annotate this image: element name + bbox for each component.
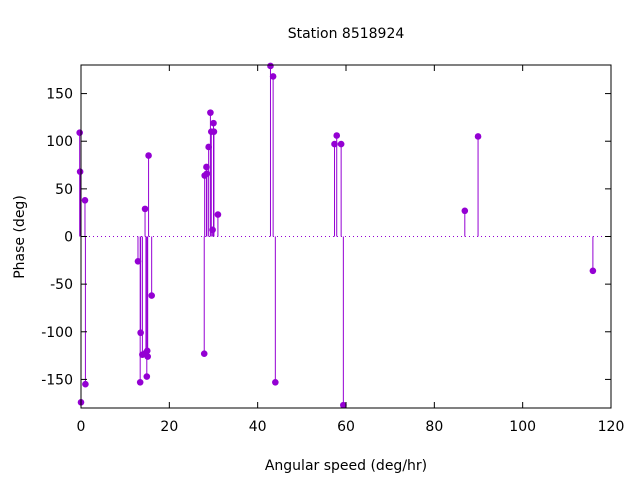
data-point bbox=[145, 152, 152, 159]
data-point bbox=[144, 353, 151, 360]
data-point bbox=[143, 347, 151, 355]
data-point bbox=[200, 350, 208, 357]
x-tick-label: 40 bbox=[249, 419, 267, 435]
data-point bbox=[205, 143, 212, 151]
x-tick-label: 100 bbox=[509, 419, 536, 435]
data-point bbox=[267, 62, 274, 70]
data-point bbox=[137, 329, 144, 337]
x-tick-label: 120 bbox=[598, 419, 625, 435]
impulse-layer bbox=[79, 65, 594, 406]
y-tick-label: 0 bbox=[64, 230, 73, 246]
data-point bbox=[148, 292, 155, 299]
y-tick-layer: -150 -100 -50 0 50 100 150 bbox=[41, 87, 611, 388]
data-point bbox=[340, 401, 347, 409]
data-point bbox=[141, 205, 149, 213]
data-point bbox=[76, 129, 83, 136]
data-point bbox=[136, 378, 144, 386]
data-point bbox=[82, 380, 89, 388]
y-tick-label: 150 bbox=[46, 87, 73, 103]
x-tick-label: 20 bbox=[160, 419, 178, 435]
data-point bbox=[210, 128, 218, 135]
chart-title: Station 8518924 bbox=[288, 26, 405, 42]
data-point bbox=[269, 73, 277, 80]
data-point bbox=[143, 373, 151, 380]
y-tick-label: -50 bbox=[50, 277, 73, 293]
data-point bbox=[589, 267, 597, 275]
data-point bbox=[210, 119, 217, 127]
data-point bbox=[81, 196, 89, 204]
x-tick-label: 80 bbox=[425, 419, 443, 435]
data-point bbox=[209, 226, 216, 234]
data-point bbox=[134, 257, 142, 265]
data-point bbox=[203, 163, 210, 171]
x-axis-label: Angular speed (deg/hr) bbox=[265, 458, 427, 474]
x-tick-label: 60 bbox=[337, 419, 355, 435]
data-point bbox=[474, 133, 482, 140]
y-tick-label: 100 bbox=[46, 134, 73, 150]
data-point bbox=[461, 207, 469, 215]
y-tick-label: 50 bbox=[55, 182, 73, 198]
y-tick-label: -100 bbox=[41, 325, 73, 341]
y-tick-label: -150 bbox=[41, 372, 73, 388]
point-layer bbox=[76, 62, 597, 409]
data-point bbox=[331, 140, 338, 148]
y-axis-label: Phase (deg) bbox=[12, 195, 28, 279]
data-point bbox=[337, 140, 345, 148]
data-point bbox=[214, 211, 222, 218]
x-tick-layer: 0 20 40 60 80 100 120 bbox=[77, 65, 625, 435]
x-tick-label: 0 bbox=[77, 419, 86, 435]
data-point bbox=[76, 168, 84, 176]
data-point bbox=[207, 109, 214, 116]
data-point bbox=[272, 378, 279, 386]
data-point bbox=[333, 132, 341, 139]
data-point bbox=[203, 170, 211, 177]
